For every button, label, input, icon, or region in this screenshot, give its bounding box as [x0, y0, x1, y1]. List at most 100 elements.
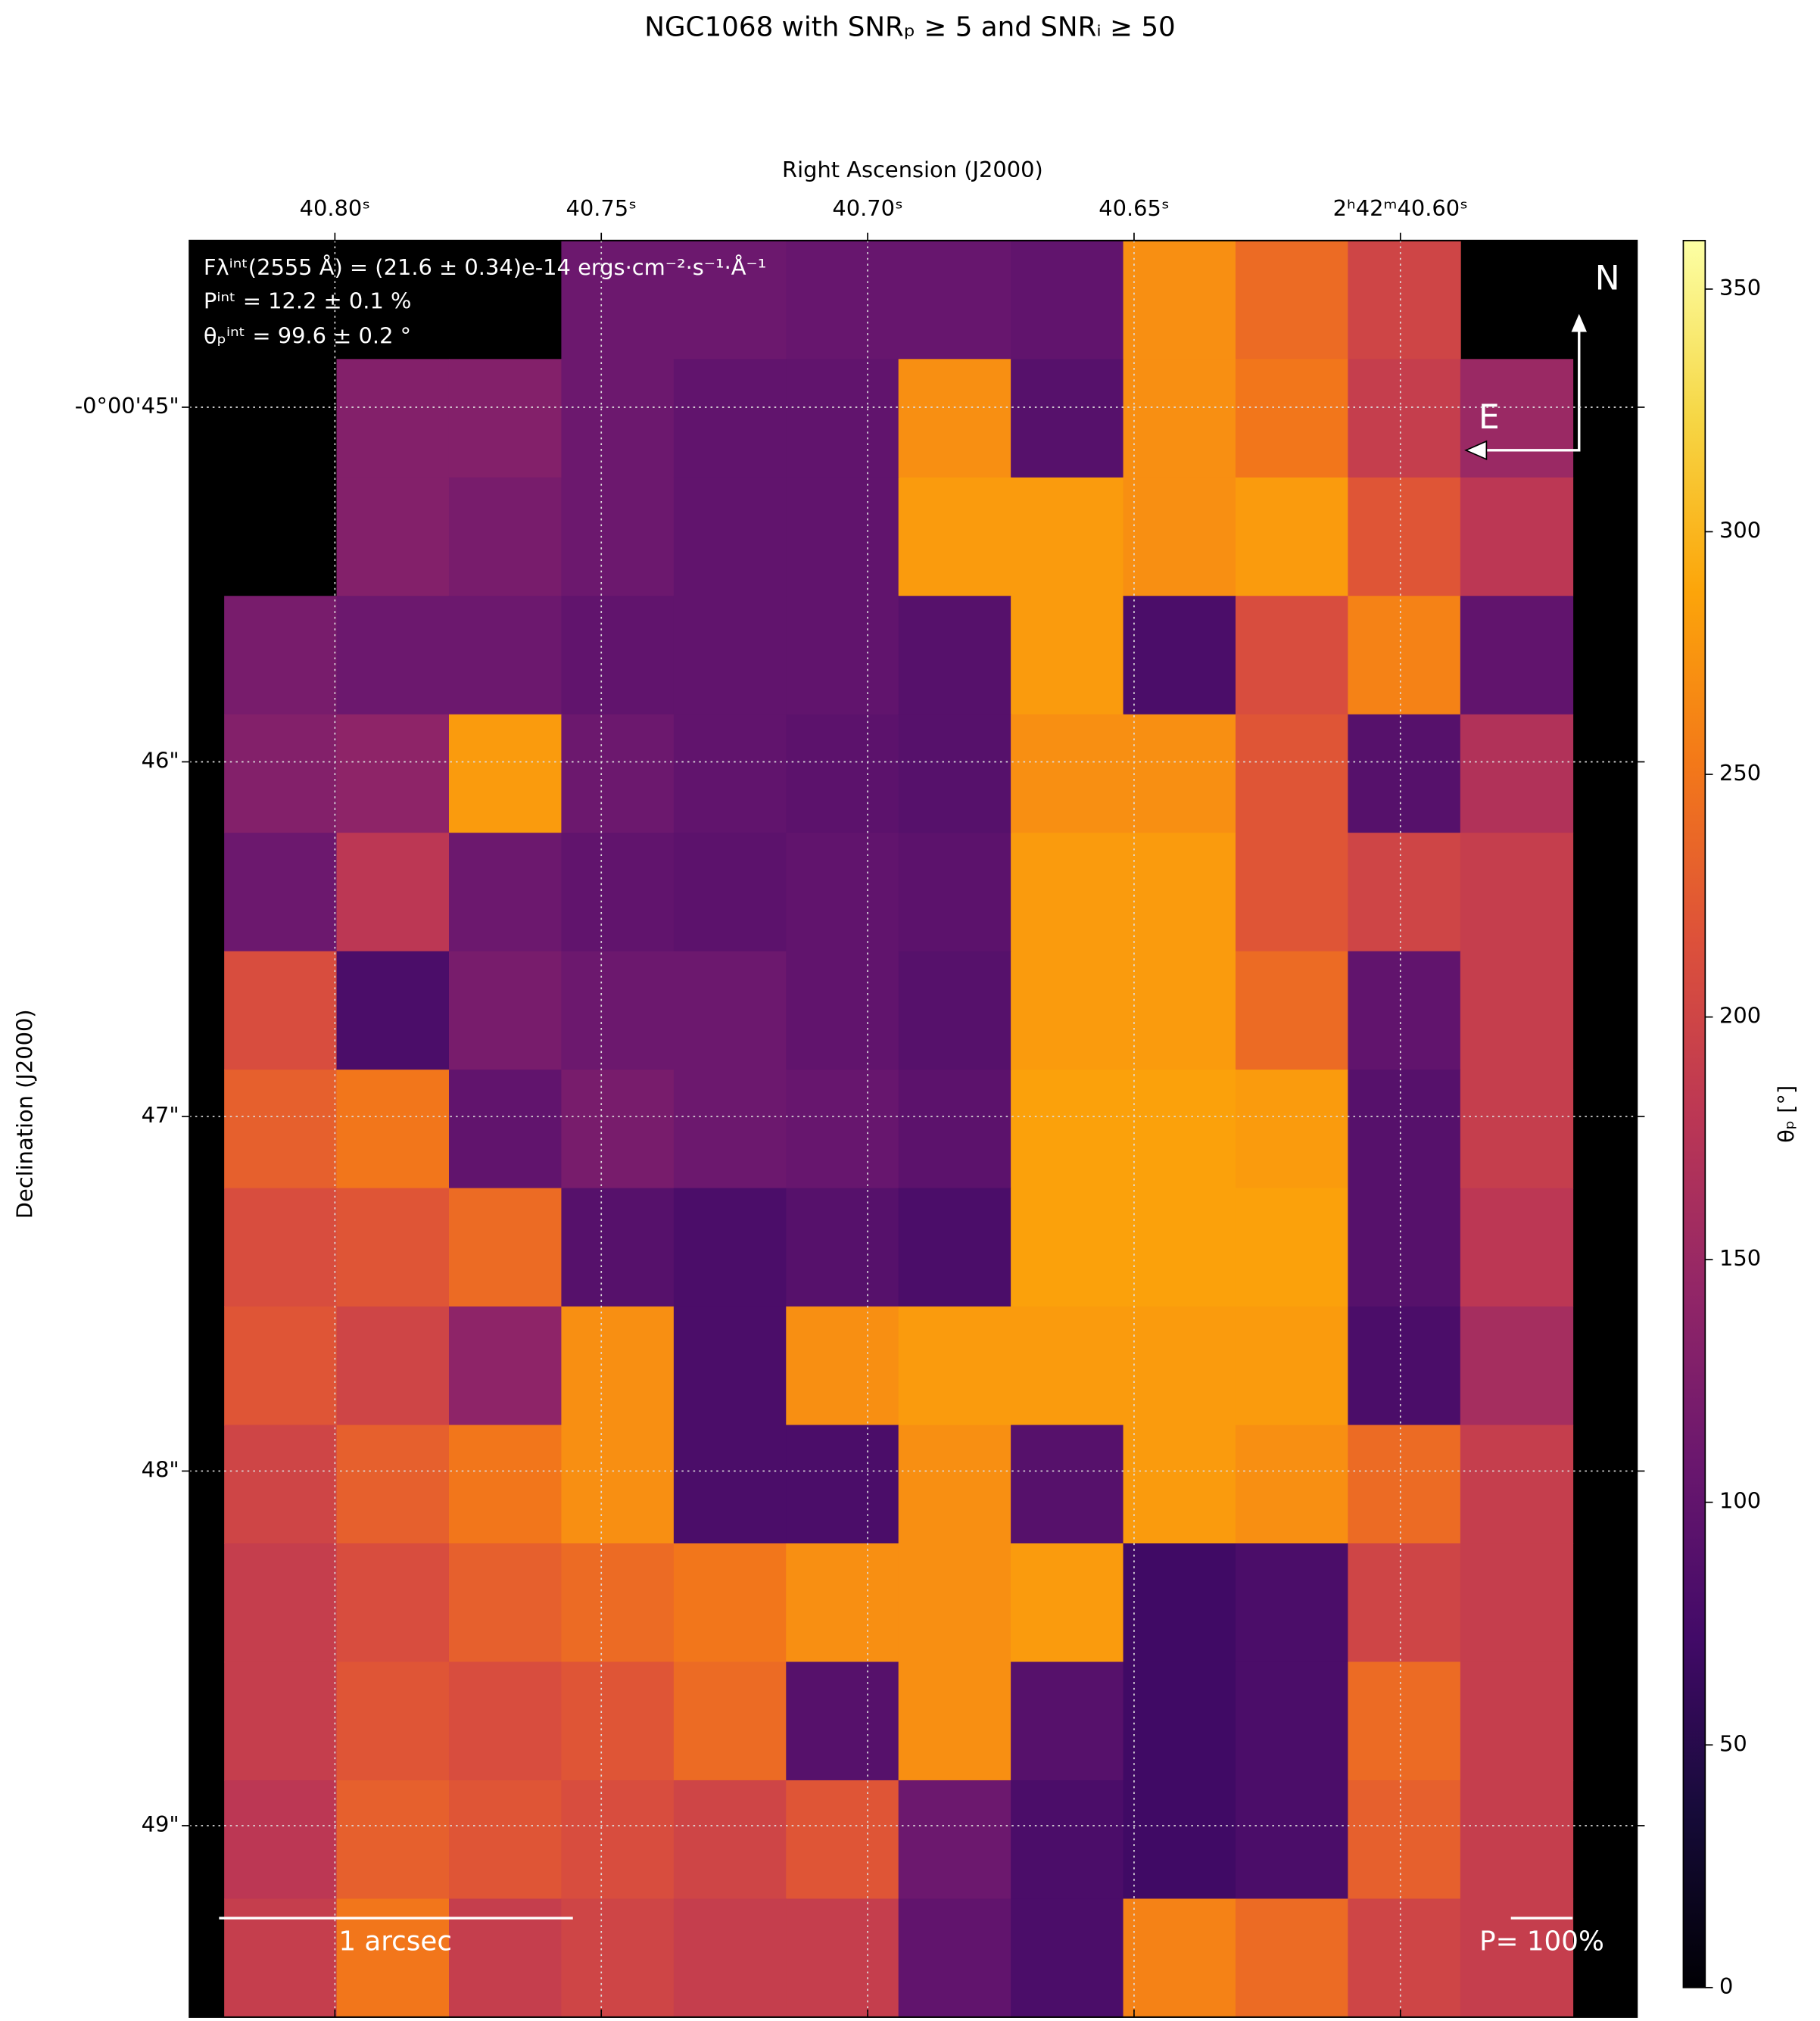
heatmap-cell: [336, 714, 450, 834]
heatmap-cell: [898, 1543, 1011, 1663]
y-tick-label: 46": [142, 747, 179, 773]
heatmap-cell: [561, 1543, 675, 1663]
heatmap-cell: [1235, 1306, 1349, 1426]
heatmap-cell: [786, 1898, 899, 2018]
heatmap-cell: [224, 833, 338, 952]
heatmap-cell: [336, 951, 450, 1070]
heatmap-cell: [673, 596, 787, 715]
heatmap-cell: [1123, 1070, 1236, 1189]
heatmap-cell: [1011, 714, 1124, 834]
heatmap-cell: [786, 1306, 899, 1426]
heatmap-cell: [1348, 1898, 1461, 2018]
heatmap-cell: [448, 596, 563, 715]
heatmap-cell: [898, 714, 1011, 834]
heatmap-cell: [1235, 1188, 1349, 1307]
heatmap-cell: [561, 359, 675, 478]
heatmap-cell: [448, 714, 563, 834]
x-tick-label: 40.80ˢ: [300, 195, 370, 221]
heatmap-cell: [898, 1661, 1011, 1781]
heatmap-cell: [673, 833, 787, 952]
heatmap-cell: [224, 1661, 338, 1781]
heatmap-cell: [1123, 714, 1236, 834]
heatmap-cell: [224, 1070, 338, 1189]
heatmap-cell: [448, 951, 563, 1070]
heatmap-cell: [336, 1306, 450, 1426]
heatmap-cell: [786, 1543, 899, 1663]
heatmap-cell: [448, 1780, 563, 1900]
heatmap-cell: [1011, 833, 1124, 952]
heatmap-cell: [673, 359, 787, 478]
heatmap-cell: [1123, 1188, 1236, 1307]
colorbar-tick-label: 150: [1719, 1245, 1761, 1271]
heatmap-cell: [786, 1188, 899, 1307]
heatmap-cell: [561, 240, 675, 360]
heatmap-cell: [561, 1425, 675, 1544]
heatmap-cell: [224, 1543, 338, 1663]
heatmap-cell: [448, 1661, 563, 1781]
heatmap-cell: [336, 1188, 450, 1307]
heatmap-cell: [1123, 1543, 1236, 1663]
heatmap-cell: [1011, 240, 1124, 360]
heatmap-cell: [561, 951, 675, 1070]
heatmap-cell: [1460, 1661, 1574, 1781]
heatmap-cell: [786, 951, 899, 1070]
heatmap-cell: [1348, 477, 1461, 597]
heatmap-cell: [898, 1188, 1011, 1307]
x-tick-label: 40.65ˢ: [1099, 195, 1169, 221]
heatmap-cell: [336, 1425, 450, 1544]
heatmap-cell: [448, 1188, 563, 1307]
heatmap-cell: [1348, 1543, 1461, 1663]
heatmap-cell: [561, 1188, 675, 1307]
heatmap-cell: [1460, 1070, 1574, 1189]
annotation: Fλⁱⁿᵗ(2555 Å) = (21.6 ± 0.34)e-14 ergs·c…: [204, 254, 766, 280]
heatmap-cell: [673, 951, 787, 1070]
heatmap-cell: [673, 714, 787, 834]
heatmap-cell: [1123, 359, 1236, 478]
heatmap-cell: [786, 833, 899, 952]
north-arrow-head: [1571, 313, 1587, 332]
heatmap-cell: [898, 833, 1011, 952]
heatmap-cell: [1460, 833, 1574, 952]
heatmap-cell: [224, 714, 338, 834]
x-tick-label: 2ʰ42ᵐ40.60ˢ: [1333, 195, 1468, 221]
heatmap-cell: [673, 1425, 787, 1544]
heatmap-cell: [673, 1188, 787, 1307]
heatmap-cell: [1460, 477, 1574, 597]
heatmap-cell: [224, 1898, 338, 2018]
heatmap-cell: [673, 477, 787, 597]
heatmap-cell: [1011, 596, 1124, 715]
heatmap-cell: [1348, 1306, 1461, 1426]
x-axis-label: Right Ascension (J2000): [782, 157, 1043, 182]
heatmap-cell: [786, 477, 899, 597]
heatmap-cell: [561, 477, 675, 597]
heatmap-cell: [448, 833, 563, 952]
heatmap-cell: [1348, 1661, 1461, 1781]
east-arrow-head: [1464, 440, 1488, 461]
heatmap-cell: [786, 1780, 899, 1900]
heatmap-cell: [1235, 240, 1349, 360]
heatmap-cell: [1011, 1070, 1124, 1189]
heatmap-cell: [1460, 714, 1574, 834]
heatmap-cell: [1011, 359, 1124, 478]
heatmap-cell: [673, 1661, 787, 1781]
heatmap-cell: [1348, 240, 1461, 360]
colorbar-tick-label: 100: [1719, 1488, 1761, 1514]
heatmap-cell: [224, 1306, 338, 1426]
heatmap-cell: [1460, 1425, 1574, 1544]
heatmap-cell: [448, 1543, 563, 1663]
heatmap-cell: [1460, 951, 1574, 1070]
north-label: N: [1595, 260, 1620, 298]
heatmap-cell: [1123, 833, 1236, 952]
y-tick-label: 47": [142, 1102, 179, 1128]
heatmap-cell: [673, 240, 787, 360]
y-tick-label: -0°00'45": [75, 393, 179, 419]
east-label: E: [1479, 398, 1500, 437]
heatmap-cell: [336, 1898, 450, 2018]
y-axis-label: Declination (J2000): [11, 1009, 37, 1219]
chart-title: NGC1068 with SNRₚ ≥ 5 and SNRᵢ ≥ 50: [644, 11, 1176, 42]
heatmap-cell: [1460, 1898, 1574, 2018]
colorbar: [1682, 239, 1706, 1988]
heatmap-cell: [224, 1425, 338, 1544]
heatmap-cell: [561, 596, 675, 715]
